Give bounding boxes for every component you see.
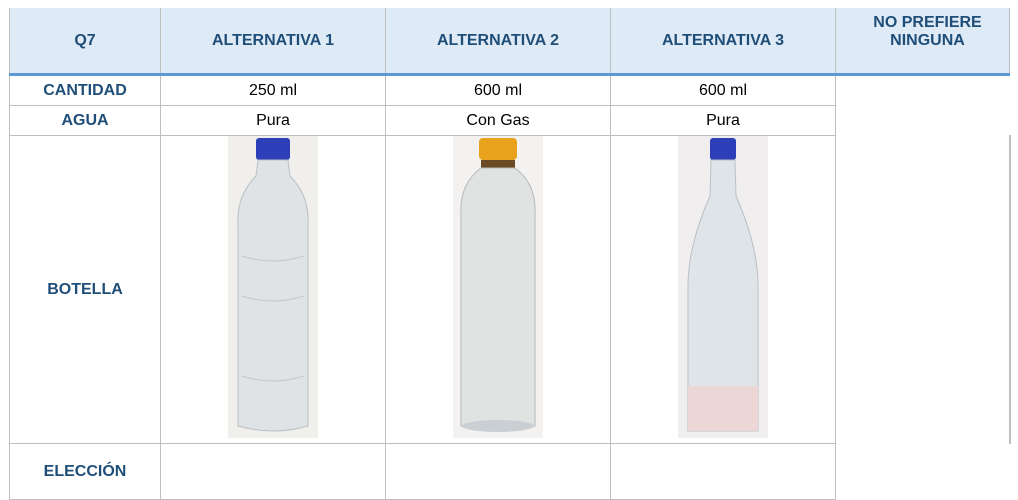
header-row: Q7 ALTERNATIVA 1 ALTERNATIVA 2 ALTERNATI… [10, 8, 1011, 75]
empty-cell [836, 75, 1010, 500]
row-label: BOTELLA [10, 136, 161, 444]
header-cell: ALTERNATIVA 3 [611, 8, 836, 75]
header-cell: Q7 [10, 8, 161, 75]
bottle-cell [161, 136, 386, 444]
bottle-image [453, 136, 543, 438]
choice-table: Q7 ALTERNATIVA 1 ALTERNATIVA 2 ALTERNATI… [9, 8, 1011, 500]
header-cell: ALTERNATIVA 1 [161, 8, 386, 75]
row-label: ELECCIÓN [10, 444, 161, 500]
bottle-cell [611, 136, 836, 444]
row: CANTIDAD 250 ml 600 ml 600 ml [10, 75, 1011, 106]
header-cell: NO PREFIERE NINGUNA [836, 8, 1010, 75]
row-label: AGUA [10, 106, 161, 136]
header-cell: ALTERNATIVA 2 [386, 8, 611, 75]
cell: 600 ml [611, 75, 836, 106]
cell [386, 444, 611, 500]
bottle-image [678, 136, 768, 438]
bottle-cell [386, 136, 611, 444]
page: Q7 ALTERNATIVA 1 ALTERNATIVA 2 ALTERNATI… [0, 0, 1018, 493]
cell: Con Gas [386, 106, 611, 136]
row-label: CANTIDAD [10, 75, 161, 106]
cell [161, 444, 386, 500]
cell: 600 ml [386, 75, 611, 106]
cell: 250 ml [161, 75, 386, 106]
bottle-image [228, 136, 318, 438]
bottle-cell [1010, 136, 1011, 444]
cell: Pura [611, 106, 836, 136]
cell [611, 444, 836, 500]
cell: Pura [161, 106, 386, 136]
